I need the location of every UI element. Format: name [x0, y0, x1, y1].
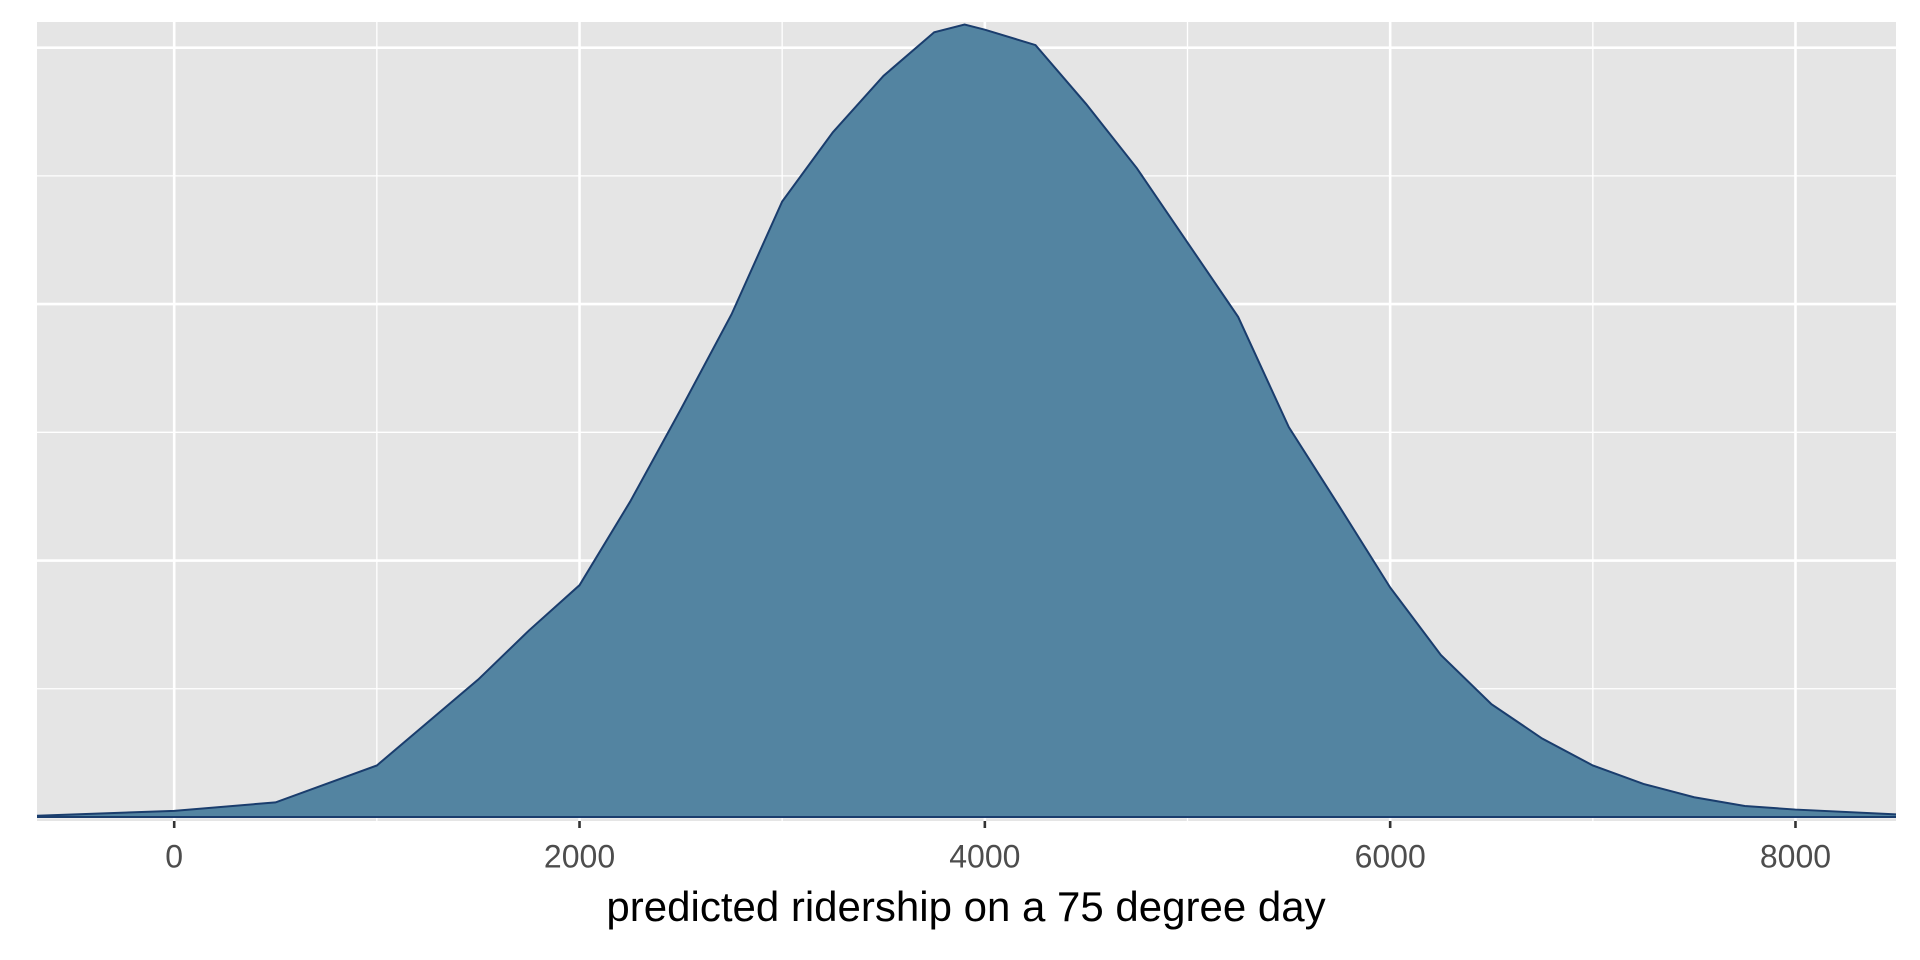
- density-line: [36, 23, 1897, 817]
- x-axis-title: predicted ridership on a 75 degree day: [606, 883, 1325, 930]
- x-tick-label: 6000: [1355, 838, 1426, 874]
- x-tick-label: 4000: [949, 838, 1020, 874]
- x-tick-label: 8000: [1760, 838, 1831, 874]
- density-area: [37, 24, 1896, 818]
- x-tick-label: 2000: [544, 838, 615, 874]
- x-tick-label: 0: [165, 838, 183, 874]
